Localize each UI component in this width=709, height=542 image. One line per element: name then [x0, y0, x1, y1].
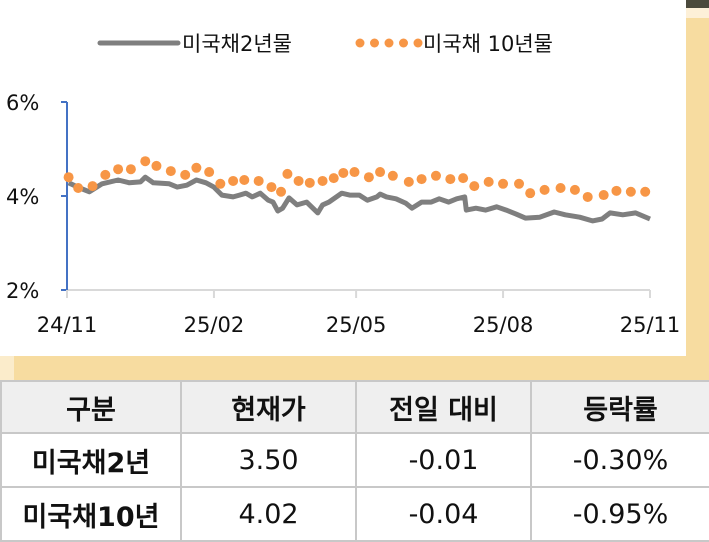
row-change: -0.04: [355, 486, 532, 542]
legend-dot: [399, 38, 408, 48]
y-tick-label: 6%: [6, 91, 39, 115]
data-point-10y: [165, 166, 176, 177]
data-point-10y: [514, 178, 525, 189]
data-point-10y: [469, 181, 480, 192]
data-point-10y: [293, 175, 304, 186]
data-point-10y: [239, 175, 250, 186]
y-tick-label: 2%: [6, 279, 39, 303]
data-point-10y: [625, 186, 636, 197]
data-point-10y: [611, 185, 622, 196]
data-point-10y: [63, 172, 74, 183]
x-tick-label: 24/11: [37, 313, 98, 337]
data-point-10y: [375, 167, 386, 178]
row-name: 미국채2년: [0, 432, 182, 488]
row-change: -0.01: [355, 432, 532, 488]
row-current: 4.02: [180, 486, 357, 542]
yield-chart: 미국채2년물 미국채 10년물 6% 4% 2% 24/11 25/02 25/05 25…: [6, 32, 681, 337]
data-point-10y: [598, 190, 609, 201]
x-tick-label: 25/02: [184, 313, 245, 337]
legend-label-10y: 미국채 10년물: [423, 32, 553, 56]
data-point-10y: [151, 160, 162, 171]
data-point-10y: [569, 184, 580, 195]
data-point-10y: [555, 183, 566, 194]
legend-dot: [355, 38, 365, 48]
legend-dot: [413, 38, 423, 48]
data-point-10y: [525, 188, 536, 199]
data-point-10y: [582, 191, 593, 202]
data-point-10y: [215, 178, 226, 189]
row-rate: -0.95%: [530, 486, 709, 542]
data-point-10y: [100, 169, 111, 180]
data-point-10y: [403, 176, 414, 187]
row-current: 3.50: [180, 432, 357, 488]
data-point-10y: [87, 181, 98, 192]
header-current: 현재가: [180, 380, 357, 434]
legend-label-2y: 미국채2년물: [182, 32, 292, 56]
y-tick-label: 4%: [6, 185, 39, 209]
data-point-10y: [204, 167, 215, 178]
data-point-10y: [458, 173, 469, 184]
data-point-10y: [387, 170, 398, 181]
data-point-10y: [363, 172, 374, 183]
x-tick-label: 25/11: [620, 313, 681, 337]
data-point-10y: [266, 182, 277, 193]
frame-highlight: [686, 8, 709, 18]
data-point-10y: [498, 178, 509, 189]
data-point-10y: [349, 167, 360, 178]
data-point-10y: [338, 167, 349, 178]
header-rate: 등락률: [530, 380, 709, 434]
frame-right: [686, 18, 709, 380]
data-point-10y: [282, 168, 293, 179]
row-rate: -0.30%: [530, 432, 709, 488]
header-change: 전일 대비: [355, 380, 532, 434]
data-point-10y: [180, 169, 191, 180]
data-point-10y: [140, 156, 151, 167]
data-point-10y: [304, 177, 315, 188]
frame-corner: [686, 0, 709, 8]
data-point-10y: [640, 186, 651, 197]
series-line-2y: [67, 174, 651, 224]
table-row: 미국채2년 3.50 -0.01 -0.30%: [0, 432, 709, 488]
data-point-10y: [125, 164, 136, 175]
legend-dot: [370, 38, 379, 48]
table-header-row: 구분 현재가 전일 대비 등락률: [0, 380, 709, 434]
frame-bottom: [14, 356, 709, 380]
data-point-10y: [73, 183, 84, 194]
data-point-10y: [539, 184, 550, 195]
data-point-10y: [253, 175, 264, 186]
data-point-10y: [317, 175, 328, 186]
data-point-10y: [445, 174, 456, 185]
legend-dot: [384, 38, 394, 48]
chart-panel: 미국채2년물 미국채 10년물 6% 4% 2% 24/11 25/02 25/05 25…: [0, 0, 686, 356]
data-point-10y: [276, 186, 287, 197]
data-point-10y: [430, 170, 441, 181]
data-point-10y: [191, 162, 202, 173]
x-tick-label: 25/08: [473, 313, 534, 337]
table-row: 미국채10년 4.02 -0.04 -0.95%: [0, 486, 709, 542]
data-point-10y: [113, 164, 124, 175]
data-point-10y: [416, 174, 427, 185]
header-category: 구분: [0, 380, 182, 434]
data-point-10y: [483, 176, 494, 187]
data-point-10y: [328, 173, 339, 184]
yield-table: 구분 현재가 전일 대비 등락률 미국채2년 3.50 -0.01 -0.30%…: [0, 380, 709, 542]
data-point-10y: [228, 175, 239, 186]
row-name: 미국채10년: [0, 486, 182, 542]
legend-dot-swatch-10y: [355, 38, 423, 48]
x-tick-label: 25/05: [326, 313, 387, 337]
legend: 미국채2년물 미국채 10년물: [97, 32, 553, 56]
